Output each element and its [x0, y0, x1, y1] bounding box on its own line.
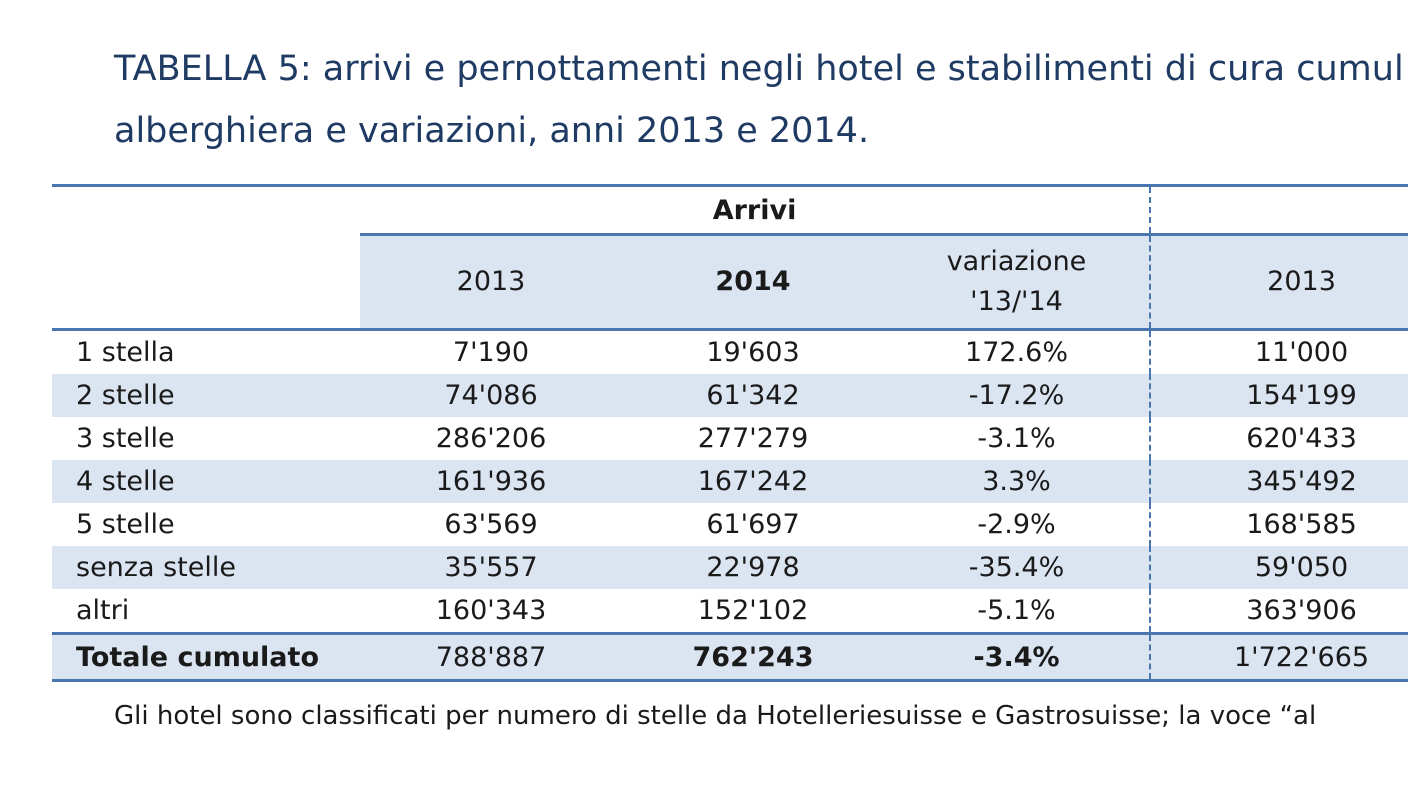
row-label: 2 stelle [52, 374, 360, 417]
cell-variazione: -2.9% [977, 509, 1056, 540]
total-label: Totale cumulato [52, 632, 360, 682]
col-header-variazione-line2: '13/'14 [970, 286, 1063, 317]
table-row: 5 stelle 63'569 61'697 -2.9% 168'585 [52, 503, 1408, 546]
caption-line-2: alberghiera e variazioni, anni 2013 e 20… [114, 111, 870, 151]
group-header-arrivi: Arrivi [360, 184, 1151, 235]
footnote: Gli hotel sono classificati per numero d… [114, 701, 1317, 731]
row-label: altri [76, 595, 130, 626]
row-label: 3 stelle [76, 423, 175, 454]
cell-variazione: -5.1% [977, 595, 1056, 626]
cell-right-2013: 59'050 [1149, 546, 1408, 589]
arrivals-table: Arrivi 2013 2014 variazione '13/'14 2013… [52, 184, 1408, 682]
cell-2013: 63'569 [444, 509, 538, 540]
table-row: 1 stella 7'190 19'603 172.6% 11'000 [52, 329, 1408, 374]
cell-right-2013: 168'585 [1149, 503, 1408, 546]
cell-right-2013: 620'433 [1149, 417, 1408, 460]
cell-2014: 167'242 [622, 460, 884, 503]
cell-right-2013: 345'492 [1149, 460, 1408, 503]
group-header-right [1149, 184, 1408, 235]
cell-2013: 74'086 [360, 374, 622, 417]
cell-variazione: -35.4% [884, 546, 1151, 589]
total-2013: 788'887 [360, 632, 622, 682]
col-header-2014: 2014 [622, 233, 884, 331]
cell-2014: 61'342 [622, 374, 884, 417]
table-row: 3 stelle 286'206 277'279 -3.1% 620'433 [52, 417, 1408, 460]
table-row: 4 stelle 161'936 167'242 3.3% 345'492 [52, 460, 1408, 503]
row-label: 5 stelle [76, 509, 175, 540]
cell-variazione: -3.1% [977, 423, 1056, 454]
corner-cell [52, 184, 360, 331]
total-2014: 762'243 [622, 632, 884, 682]
cell-2013: 286'206 [435, 423, 547, 454]
table-row: senza stelle 35'557 22'978 -35.4% 59'050 [52, 546, 1408, 589]
cell-right-2013: 363'906 [1149, 589, 1408, 634]
cell-2014: 22'978 [622, 546, 884, 589]
table-row: 2 stelle 74'086 61'342 -17.2% 154'199 [52, 374, 1408, 417]
cell-2014: 19'603 [706, 337, 800, 368]
total-row: Totale cumulato 788'887 762'243 -3.4% 1'… [52, 632, 1408, 682]
total-variazione: -3.4% [884, 632, 1151, 682]
cell-2013: 7'190 [452, 337, 530, 368]
cell-variazione: 3.3% [884, 460, 1151, 503]
col-header-variazione-line1: variazione [946, 246, 1087, 277]
cell-2013: 160'343 [435, 595, 547, 626]
total-right-2013: 1'722'665 [1149, 632, 1408, 682]
table-row: altri 160'343 152'102 -5.1% 363'906 [52, 589, 1408, 634]
table-caption: TABELLA 5: arrivi e pernottamenti negli … [114, 38, 1404, 162]
row-label: 1 stella [76, 337, 175, 368]
col-header-variazione: variazione '13/'14 [884, 233, 1151, 331]
cell-2014: 152'102 [697, 595, 809, 626]
col-header-2013: 2013 [360, 233, 622, 331]
row-label: 4 stelle [52, 460, 360, 503]
cell-variazione: 172.6% [965, 337, 1068, 368]
row-label: senza stelle [52, 546, 360, 589]
cell-right-2013: 11'000 [1149, 329, 1408, 374]
caption-line-1: TABELLA 5: arrivi e pernottamenti negli … [114, 49, 1404, 89]
cell-variazione: -17.2% [884, 374, 1151, 417]
cell-2013: 35'557 [360, 546, 622, 589]
cell-right-2013: 154'199 [1149, 374, 1408, 417]
cell-2014: 61'697 [706, 509, 800, 540]
cell-2014: 277'279 [697, 423, 809, 454]
col-header-right-2013: 2013 [1149, 233, 1408, 331]
cell-2013: 161'936 [360, 460, 622, 503]
